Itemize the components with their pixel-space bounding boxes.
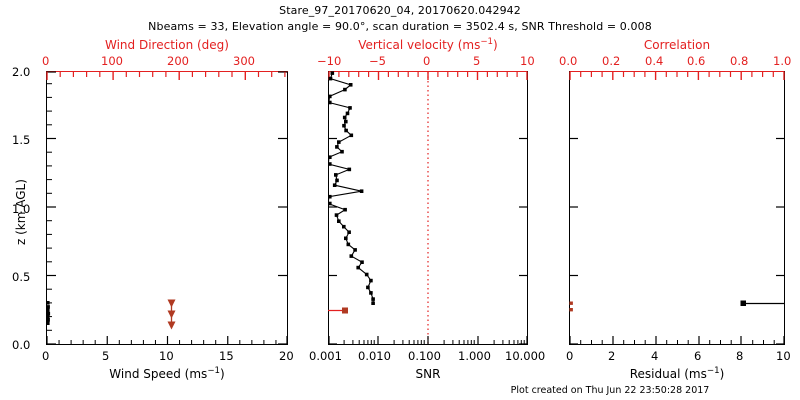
residual-x-axis-title-end: ) [719, 367, 725, 381]
panel-residual: 0 2 4 6 8 10 Residual (ms−1) 0.0 0.2 0.4… [559, 38, 791, 381]
snr-xtick-3: 1.000 [458, 349, 491, 363]
snr-xtick-4: 10.000 [505, 349, 546, 363]
snr-x-axis-title: SNR [415, 367, 441, 381]
corr-xtick-5: 1.0 [773, 54, 792, 68]
wind-xtick-0: 0 [42, 349, 50, 363]
residual-x-axis-title-text: Residual (ms [629, 367, 707, 381]
winddir-xtick-1: 100 [101, 54, 123, 68]
y-tick-1: 0.5 [12, 270, 31, 284]
vv-xtick-4: 10 [520, 54, 535, 68]
winddir-xtick-0: 0 [42, 54, 50, 68]
vertical-velocity-axis-title: Vertical velocity (ms−1) [328, 38, 528, 52]
corr-xtick-1: 0.2 [602, 54, 621, 68]
panel-wind-speed: 0 5 10 15 20 Wind Speed (ms−1) 0 100 200… [42, 38, 294, 381]
residual-xtick-0: 0 [566, 349, 574, 363]
snr-xtick-0: 0.001 [309, 349, 342, 363]
y-tick-2: 1.0 [12, 202, 31, 216]
plot-created-timestamp: Plot created on Thu Jun 22 23:50:28 2017 [510, 385, 710, 396]
snr-xtick-2: 0.100 [408, 349, 441, 363]
winddir-xtick-2: 200 [167, 54, 189, 68]
panel-residual-frame [569, 71, 785, 345]
residual-x-axis-title: Residual (ms−1) [569, 367, 785, 381]
wind-x-axis-title-text: Wind Speed (ms [109, 367, 208, 381]
winddir-xtick-3: 300 [233, 54, 255, 68]
winddir-axis-title: Wind Direction (deg) [105, 38, 229, 52]
residual-xtick-4: 8 [736, 349, 744, 363]
wind-xtick-3: 15 [219, 349, 234, 363]
snr-xtick-1: 0.010 [358, 349, 391, 363]
residual-xtick-2: 4 [651, 349, 659, 363]
vv-xtick-2: 0 [423, 54, 431, 68]
wind-xtick-1: 5 [102, 349, 110, 363]
vv-axis-title-exp: −1 [480, 37, 494, 47]
wind-x-axis-title: Wind Speed (ms−1) [46, 367, 288, 381]
wind-xtick-2: 10 [159, 349, 174, 363]
corr-xtick-4: 0.8 [730, 54, 749, 68]
corr-xtick-2: 0.4 [645, 54, 664, 68]
page-subtitle: Nbeams = 33, Elevation angle = 90.0°, sc… [148, 20, 652, 33]
y-tick-0: 0.0 [12, 338, 31, 352]
page-title: Stare_97_20170620_04, 20170620.042942 [279, 4, 521, 17]
wind-x-axis-title-end: ) [220, 367, 225, 381]
residual-xtick-1: 2 [608, 349, 616, 363]
panel-wind-frame [46, 71, 288, 345]
vv-axis-title-end: ) [493, 38, 498, 52]
residual-x-axis-title-exp: −1 [706, 366, 720, 376]
y-tick-4: 2.0 [12, 65, 31, 79]
panel-snr-frame [328, 71, 528, 345]
vv-axis-title-text: Vertical velocity (ms [358, 38, 481, 52]
wind-xtick-4: 20 [279, 349, 294, 363]
y-tick-3: 1.5 [12, 133, 31, 147]
vv-xtick-3: 5 [473, 54, 481, 68]
wind-x-axis-title-exp: −1 [207, 366, 221, 376]
corr-xtick-0: 0.0 [559, 54, 578, 68]
panel-snr: 0.001 0.010 0.100 1.000 10.000 SNR −10 −… [309, 38, 545, 381]
vv-xtick-0: −10 [317, 54, 342, 68]
corr-xtick-3: 0.6 [687, 54, 706, 68]
residual-xtick-3: 6 [694, 349, 702, 363]
residual-xtick-5: 10 [776, 349, 791, 363]
correlation-axis-title: Correlation [643, 38, 711, 52]
vv-xtick-1: −5 [369, 54, 386, 68]
